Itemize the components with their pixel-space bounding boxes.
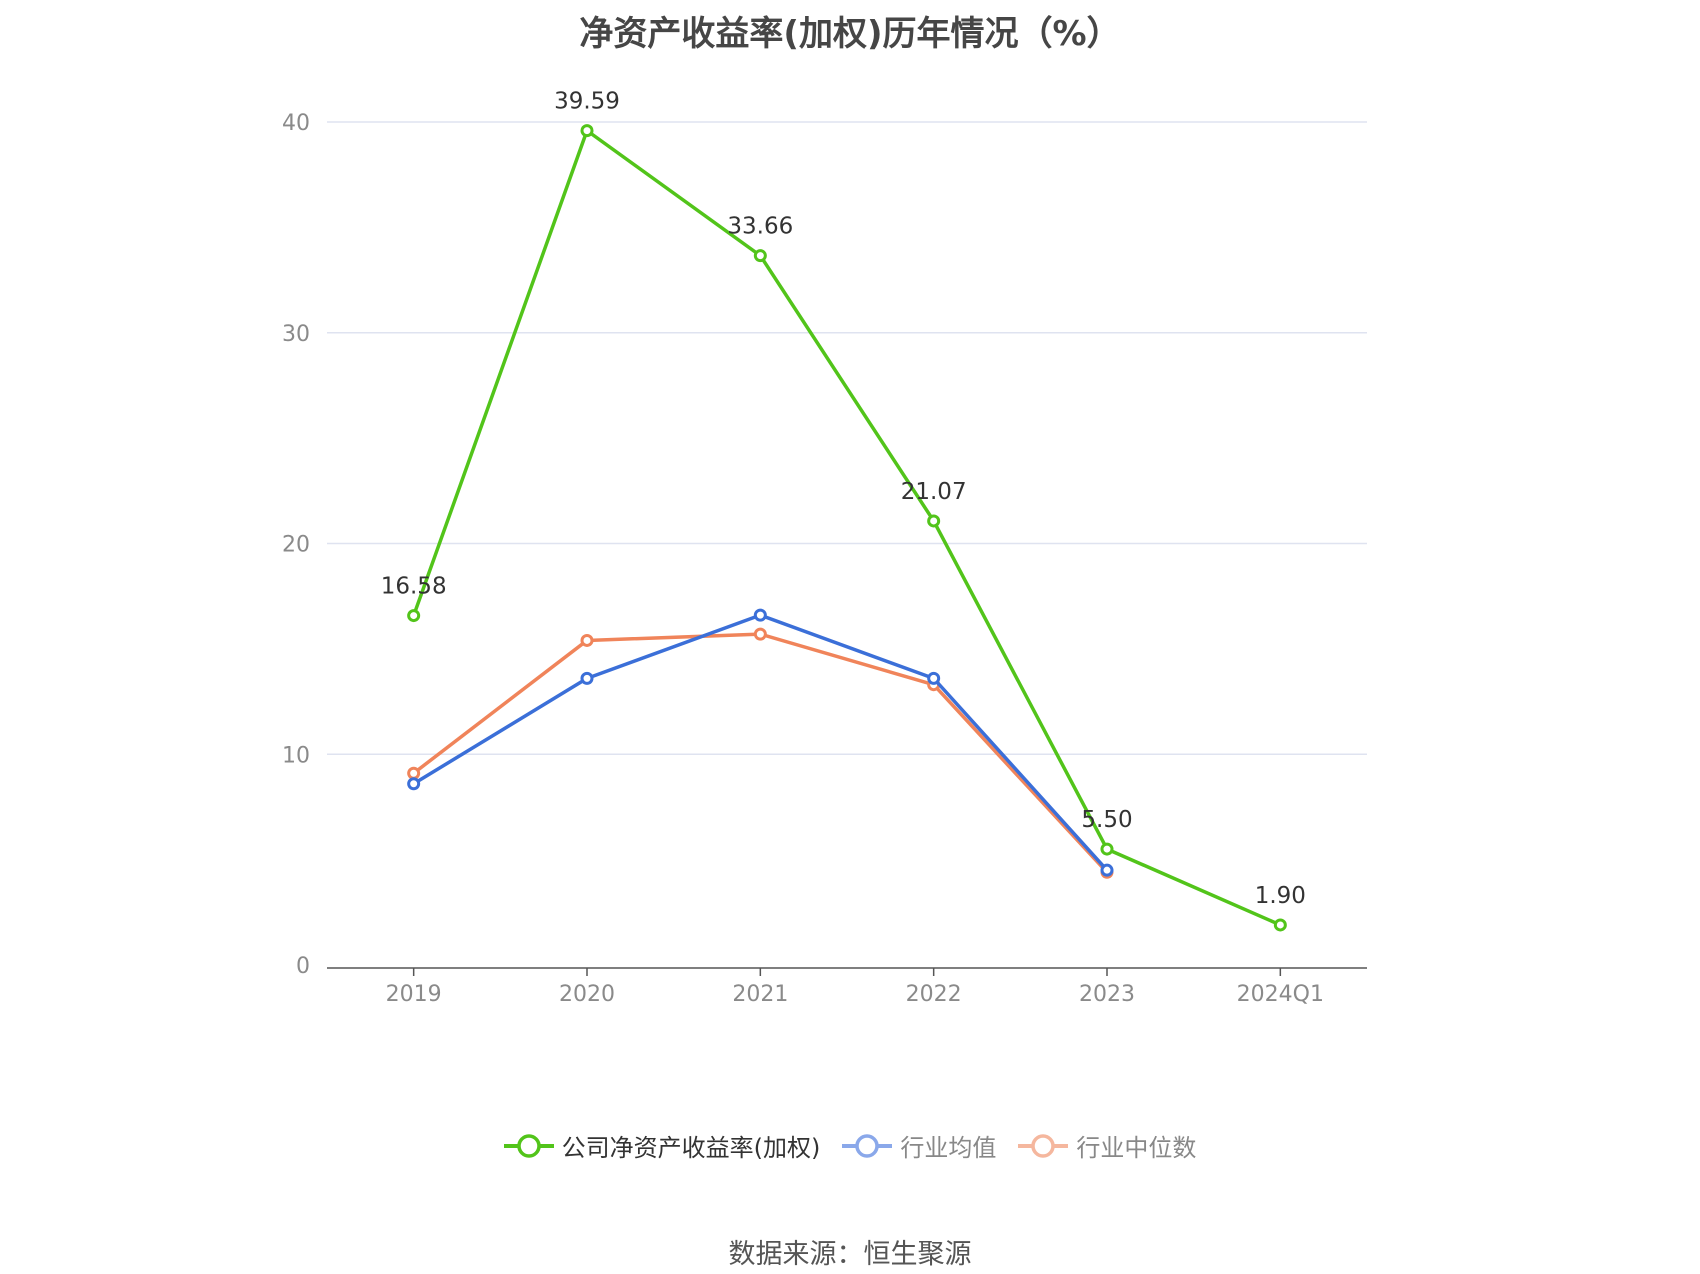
data-point[interactable] bbox=[1100, 842, 1114, 856]
y-tick-label: 40 bbox=[282, 111, 310, 136]
data-point[interactable] bbox=[407, 766, 421, 780]
legend-item[interactable]: 行业中位数 bbox=[1018, 1128, 1196, 1163]
y-tick-label: 30 bbox=[282, 322, 310, 347]
data-point[interactable] bbox=[1100, 863, 1114, 877]
data-label: 5.50 bbox=[1081, 807, 1132, 833]
legend: 公司净资产收益率(加权) 行业均值 行业中位数 bbox=[0, 1128, 1700, 1163]
legend-swatch bbox=[842, 1133, 893, 1158]
data-label: 33.66 bbox=[727, 214, 793, 240]
data-point[interactable] bbox=[927, 514, 941, 528]
legend-label: 行业均值 bbox=[900, 1134, 997, 1162]
legend-label: 行业中位数 bbox=[1076, 1134, 1197, 1162]
data-point[interactable] bbox=[753, 608, 767, 622]
legend-item[interactable]: 公司净资产收益率(加权) bbox=[503, 1128, 821, 1163]
series-line bbox=[412, 128, 1282, 927]
axes: 0 10 20 30 40 2019 2020 2021 2022 2023 2024Q1 bbox=[282, 111, 1367, 1007]
chart-area: 0 10 20 30 40 2019 2020 2021 2022 2023 2024Q1 16.5… bbox=[282, 89, 1367, 1007]
x-tick-label: 2019 bbox=[386, 982, 442, 1007]
data-point[interactable] bbox=[580, 124, 594, 138]
data-point[interactable] bbox=[407, 777, 421, 791]
x-tick-label: 2024Q1 bbox=[1237, 982, 1324, 1007]
data-point[interactable] bbox=[753, 627, 767, 641]
y-tick-label: 10 bbox=[282, 743, 310, 768]
y-tick-label: 20 bbox=[282, 533, 310, 558]
data-point[interactable] bbox=[580, 633, 594, 647]
data-label: 39.59 bbox=[554, 89, 620, 115]
grid-lines bbox=[327, 121, 1367, 755]
data-point[interactable] bbox=[580, 671, 594, 685]
chart-title: 净资产收益率(加权)历年情况（%） bbox=[579, 14, 1121, 54]
data-labels: 16.58 39.59 33.66 21.07 5.50 1.90 bbox=[381, 89, 1306, 909]
x-tick-label: 2022 bbox=[906, 982, 962, 1007]
legend-label: 公司净资产收益率(加权) bbox=[561, 1134, 821, 1162]
data-point[interactable] bbox=[1273, 918, 1287, 932]
legend-swatch bbox=[503, 1133, 554, 1158]
data-label: 16.58 bbox=[381, 574, 447, 600]
data-label: 21.07 bbox=[901, 479, 967, 505]
x-tick-label: 2021 bbox=[732, 982, 788, 1007]
data-point[interactable] bbox=[927, 671, 941, 685]
legend-item[interactable]: 行业均值 bbox=[842, 1128, 996, 1163]
legend-swatch bbox=[1018, 1133, 1069, 1158]
x-tick-label: 2023 bbox=[1079, 982, 1135, 1007]
x-tick-label: 2020 bbox=[559, 982, 615, 1007]
data-point[interactable] bbox=[407, 609, 421, 623]
data-point[interactable] bbox=[753, 249, 767, 263]
data-source: 数据来源：恒生聚源 bbox=[728, 1239, 972, 1270]
y-tick-label: 0 bbox=[296, 954, 310, 979]
series-lines bbox=[407, 124, 1287, 932]
data-label: 1.90 bbox=[1255, 883, 1306, 909]
